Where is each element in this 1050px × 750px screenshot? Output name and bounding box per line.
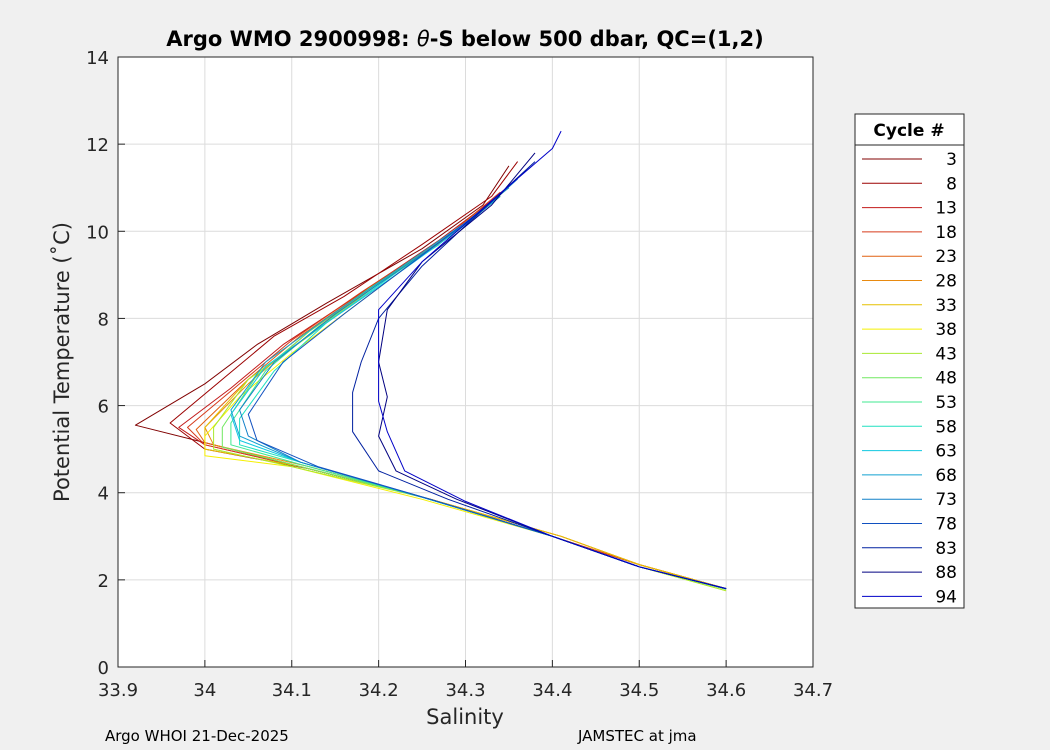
x-tick-label: 34.1 bbox=[272, 680, 312, 701]
legend-label-38: 38 bbox=[935, 320, 957, 340]
y-axis-label: Potential Temperature (˚C) bbox=[50, 222, 74, 502]
legend-label-48: 48 bbox=[935, 369, 957, 389]
legend-label-3: 3 bbox=[946, 150, 957, 170]
y-tick-label: 2 bbox=[98, 571, 109, 592]
legend-label-33: 33 bbox=[935, 296, 957, 316]
x-tick-label: 34.5 bbox=[619, 680, 659, 701]
legend-label-43: 43 bbox=[935, 344, 957, 364]
legend-label-68: 68 bbox=[935, 466, 957, 486]
legend-label-78: 78 bbox=[935, 515, 957, 535]
legend-label-8: 8 bbox=[946, 174, 957, 194]
y-tick-label: 4 bbox=[98, 484, 109, 505]
legend-label-23: 23 bbox=[935, 247, 957, 267]
legend-box bbox=[854, 113, 965, 609]
x-tick-label: 33.9 bbox=[98, 680, 138, 701]
legend-label-18: 18 bbox=[935, 223, 957, 243]
legend: Cycle # 38131823283338434853586368737883… bbox=[854, 113, 965, 609]
legend-label-83: 83 bbox=[935, 539, 957, 559]
series-line-cycle-94 bbox=[378, 130, 727, 590]
legend-label-53: 53 bbox=[935, 393, 957, 413]
y-tick-label: 0 bbox=[98, 658, 109, 679]
legend-label-94: 94 bbox=[935, 587, 957, 607]
series-group bbox=[134, 130, 727, 592]
y-tick-label: 10 bbox=[86, 222, 109, 243]
legend-label-88: 88 bbox=[935, 563, 957, 583]
legend-label-63: 63 bbox=[935, 442, 957, 462]
x-tick-label: 34.4 bbox=[532, 680, 572, 701]
y-tick-label: 6 bbox=[98, 397, 109, 418]
legend-title: Cycle # bbox=[873, 121, 944, 141]
legend-label-13: 13 bbox=[935, 199, 957, 219]
y-tick-label: 12 bbox=[86, 135, 109, 156]
chart-title-prefix: Argo WMO 2900998: bbox=[166, 27, 417, 51]
x-tick-label: 34.6 bbox=[706, 680, 746, 701]
x-axis: 33.9 34 34.1 34.2 34.3 34.4 34.5 34.6 34.7 bbox=[98, 660, 833, 701]
x-tick-label: 34 bbox=[193, 680, 216, 701]
chart-title: Argo WMO 2900998: θ-S below 500 dbar, QC… bbox=[166, 27, 763, 51]
x-tick-label: 34.2 bbox=[359, 680, 399, 701]
chart-title-suffix: -S below 500 dbar, QC=(1,2) bbox=[430, 27, 764, 51]
x-tick-label: 34.7 bbox=[793, 680, 833, 701]
y-tick-label: 8 bbox=[98, 309, 109, 330]
x-axis-label: Salinity bbox=[426, 705, 504, 729]
x-tick-label: 34.3 bbox=[445, 680, 485, 701]
legend-label-58: 58 bbox=[935, 417, 957, 437]
legend-label-28: 28 bbox=[935, 272, 957, 292]
y-tick-label: 14 bbox=[86, 48, 109, 69]
footer-left: Argo WHOI 21-Dec-2025 bbox=[105, 727, 289, 745]
y-axis: 0 2 4 6 8 10 12 14 bbox=[86, 48, 125, 679]
legend-label-73: 73 bbox=[935, 490, 957, 510]
footer-right: JAMSTEC at jma bbox=[577, 727, 697, 745]
chart-title-theta: θ bbox=[417, 27, 430, 51]
